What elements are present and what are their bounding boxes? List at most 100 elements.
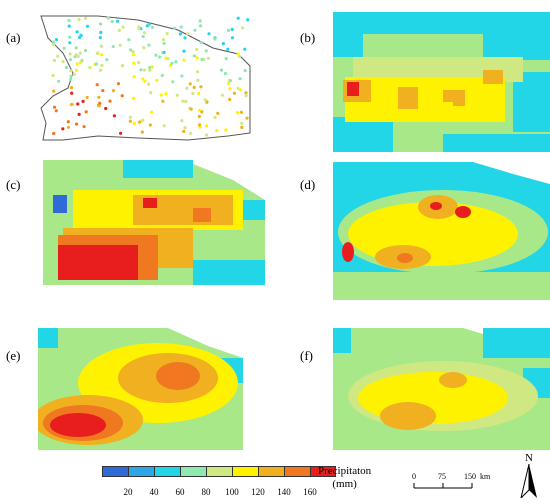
map-c [43, 160, 265, 285]
station-point [128, 115, 132, 119]
station-point [196, 70, 200, 74]
station-point [206, 56, 210, 60]
station-point [240, 125, 244, 129]
station-point [69, 77, 73, 81]
station-point [70, 91, 74, 95]
station-point [179, 25, 183, 29]
station-point [182, 49, 186, 53]
legend-title-line1: Precipitaton [318, 465, 372, 477]
station-point [69, 69, 73, 73]
station-point [220, 93, 224, 97]
station-point [196, 78, 200, 82]
station-point [226, 28, 231, 32]
station-point [228, 87, 232, 91]
station-point [199, 41, 203, 45]
station-point [51, 73, 55, 78]
station-point [195, 56, 199, 60]
station-point [221, 42, 225, 46]
station-point [239, 110, 243, 114]
legend-swatch-7 [284, 466, 310, 477]
station-point [219, 68, 224, 72]
station-point [197, 92, 201, 96]
station-point [108, 99, 112, 103]
station-point [81, 99, 85, 103]
station-point [158, 55, 162, 59]
station-point [161, 99, 165, 103]
station-point [240, 121, 244, 125]
station-point [52, 40, 56, 44]
station-point [75, 30, 79, 34]
station-point [155, 78, 159, 82]
station-point [162, 41, 166, 46]
station-point [170, 61, 174, 65]
station-point [120, 64, 125, 68]
station-point [236, 52, 240, 56]
station-point [200, 110, 204, 114]
scale-label-75: 75 [438, 472, 446, 481]
station-point [67, 18, 71, 23]
station-point [74, 46, 78, 50]
station-point [142, 31, 147, 35]
station-point [79, 33, 83, 37]
scale-label-150: 150 [464, 472, 476, 481]
station-point [54, 109, 58, 113]
legend-title-line2: (mm) [332, 478, 357, 490]
legend-swatch-0 [102, 466, 128, 477]
station-point [142, 46, 146, 50]
station-point [154, 53, 158, 57]
station-point [76, 102, 80, 106]
station-point [171, 80, 175, 84]
station-point [192, 85, 196, 89]
station-point [72, 72, 76, 76]
station-point [95, 83, 99, 87]
station-point [159, 93, 163, 97]
station-point [99, 44, 103, 49]
legend-tick-label: 160 [303, 487, 317, 497]
station-point [54, 38, 59, 42]
station-point [230, 27, 234, 31]
station-point [75, 62, 79, 66]
station-point [137, 25, 141, 29]
station-point [165, 32, 169, 36]
station-point [69, 86, 74, 90]
station-point [227, 81, 231, 85]
station-point [121, 25, 125, 29]
station-point [216, 111, 220, 115]
station-point [100, 53, 104, 57]
legend-tick-label: 40 [149, 487, 159, 497]
station-point [175, 93, 179, 97]
station-point [99, 30, 103, 34]
legend-tick-label: 140 [277, 487, 291, 497]
station-point [99, 68, 103, 72]
station-point [150, 25, 155, 29]
panel-label-a: (a) [6, 30, 21, 45]
station-point [183, 126, 187, 130]
station-point [110, 19, 114, 24]
station-point [189, 107, 193, 111]
station-point [204, 49, 208, 53]
station-point [141, 118, 145, 122]
station-point [173, 26, 177, 30]
legend-tick-label: 120 [251, 487, 265, 497]
station-point [101, 89, 105, 93]
station-point [94, 62, 99, 66]
station-point [203, 98, 207, 102]
station-point [215, 129, 219, 133]
map-f [333, 328, 550, 450]
station-point [232, 91, 236, 95]
station-point [131, 50, 135, 54]
legend-swatch-1 [128, 466, 154, 477]
station-point [213, 115, 217, 120]
station-point [180, 119, 184, 123]
map-d [333, 162, 550, 300]
station-point [235, 111, 240, 115]
station-point [84, 16, 88, 20]
scale-unit: km [480, 472, 491, 481]
station-point [74, 68, 79, 72]
station-point [207, 32, 211, 36]
legend-title: Precipitaton (mm) [318, 465, 371, 491]
station-point [181, 99, 185, 103]
station-point [147, 82, 151, 86]
station-point [127, 38, 131, 42]
station-point [84, 48, 88, 53]
